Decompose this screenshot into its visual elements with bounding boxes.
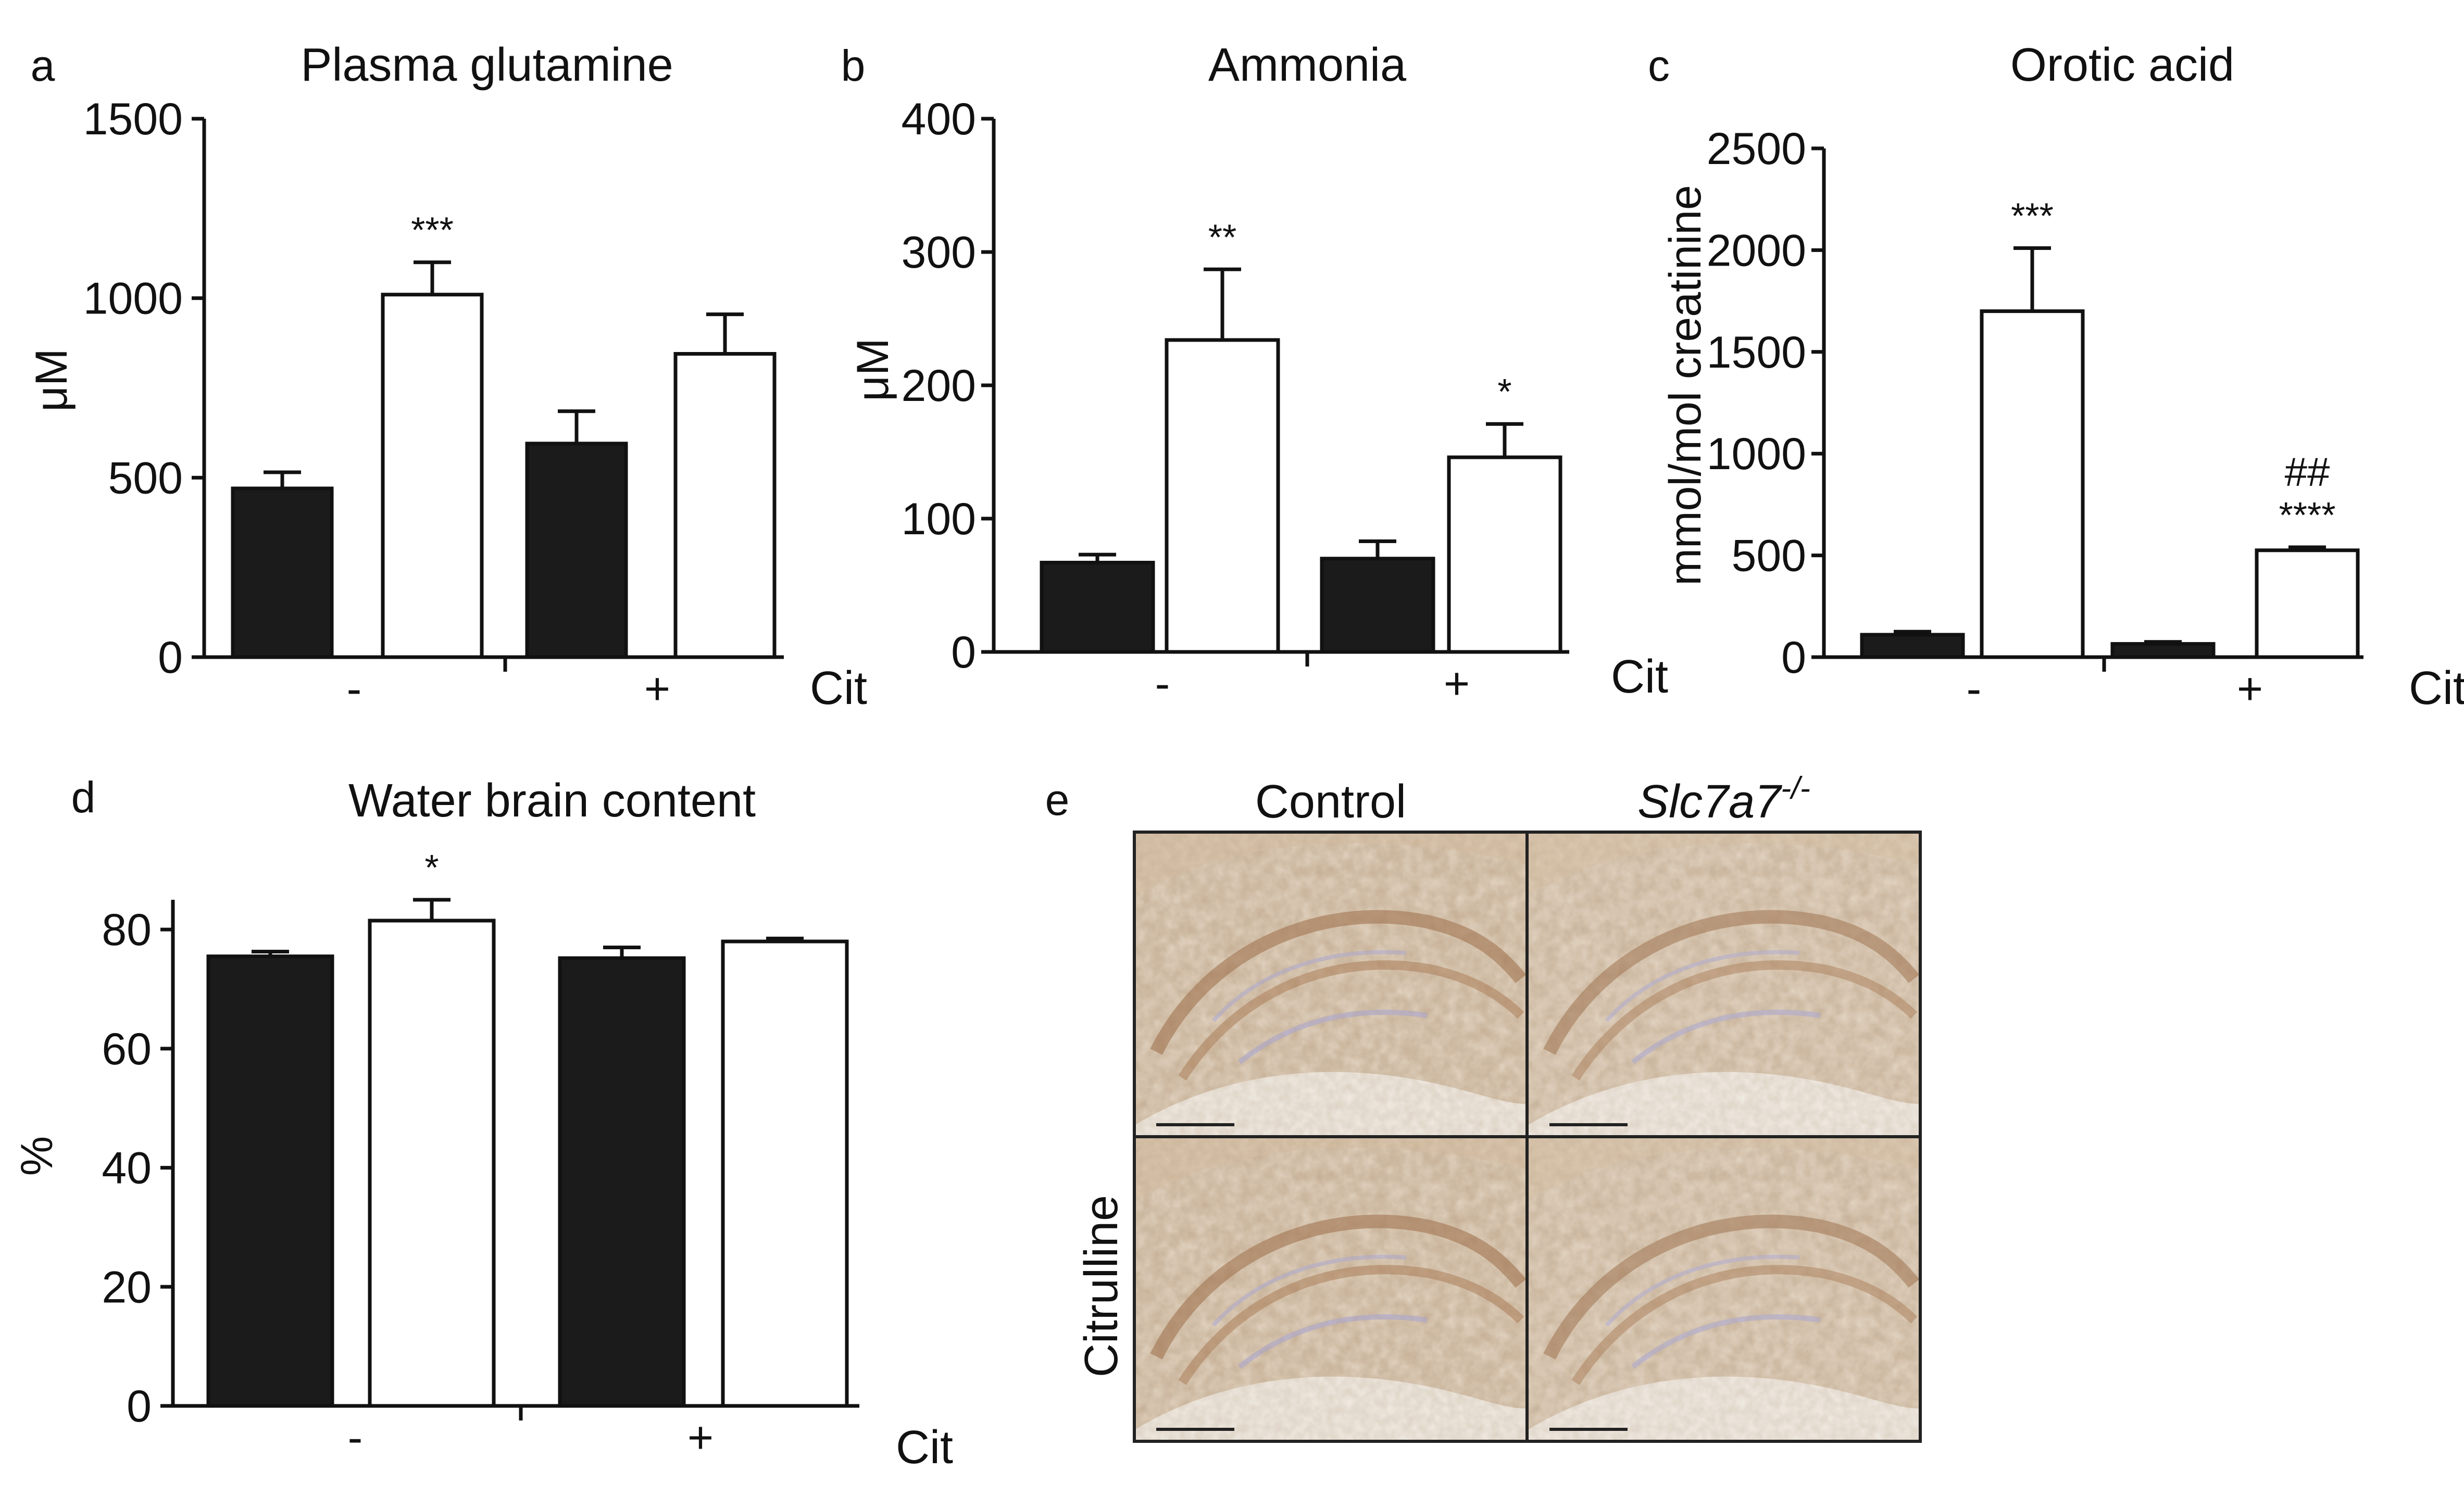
bar [1980,309,2085,659]
bar [1040,560,1155,654]
bar [231,486,334,659]
micrograph-image [1135,1138,1526,1440]
panel-letter: e [1045,775,1070,824]
y-tick-label: 1000 [83,274,183,324]
y-tick-label: 60 [102,1024,152,1074]
bar [2110,642,2216,659]
significance-label: * [424,847,439,888]
y-tick-label: 40 [102,1143,152,1193]
y-tick-label: 1500 [1707,328,1806,378]
y-tick-label: 0 [1781,633,1806,683]
y-axis-label: mmol/mol creatinine [1660,185,1710,585]
y-tick-label: 200 [902,361,977,411]
y-tick-label: 0 [127,1381,152,1431]
y-tick-label: 80 [102,905,152,955]
bar [2255,548,2360,659]
y-axis-label: % [12,1136,62,1176]
y-tick-label: 0 [951,627,976,677]
y-tick-label: 300 [902,228,977,278]
panel-letter: c [1648,41,1670,90]
x-group-label: - [1155,659,1170,709]
x-group-label: - [347,664,362,714]
x-axis-label: Cit [1611,651,1668,703]
x-group-label: - [1967,664,1982,714]
column-label-control: Control [1255,776,1406,828]
chart-title: Plasma glutamine [301,39,673,91]
y-axis-label: μM [27,348,77,411]
x-group-label: + [2237,664,2263,714]
x-group-label: + [687,1413,714,1463]
significance-label: **** [2279,495,2336,535]
y-axis-label: μM [848,338,898,401]
bar [673,352,777,659]
chart-title: Water brain content [348,775,756,827]
bar [721,939,849,1408]
x-group-label: + [644,664,670,714]
bar [206,954,334,1408]
y-tick-label: 400 [902,94,977,144]
x-group-label: - [348,1413,363,1463]
x-axis-label: Cit [2409,662,2464,714]
bar [525,442,628,659]
y-tick-label: 1500 [83,94,183,144]
y-tick-label: 2000 [1707,225,1806,275]
bar [381,293,484,659]
micrograph-image [1135,833,1526,1135]
significance-label: ** [1208,217,1236,257]
y-tick-label: 20 [102,1262,152,1312]
bar [368,919,496,1408]
y-tick-label: 500 [108,453,183,503]
micrograph-panel: e Control Slc7a7-/- Citrulline [1045,771,1920,1441]
micrograph-image [1529,1138,1919,1440]
micrograph-image [1529,833,1919,1135]
significance-label: *** [2011,195,2054,236]
chart-title: Orotic acid [2010,39,2234,91]
bar [1165,338,1280,654]
bar [1320,557,1435,654]
bar [558,956,686,1408]
x-group-label: + [1444,659,1470,709]
y-tick-label: 500 [1732,531,1807,581]
panel-letter: b [841,41,866,90]
x-axis-label: Cit [810,662,867,714]
x-axis-label: Cit [896,1422,953,1474]
column-label-mutant: Slc7a7-/- [1637,771,1810,828]
y-tick-label: 0 [158,633,183,683]
bar [1447,455,1562,654]
bar [1860,633,1965,659]
significance-label-secondary: ## [2285,449,2330,495]
panel-letter: d [71,773,96,822]
chart-panel-a: a Plasma glutamine 0 500 1000 1500 μM - + Cit *** [27,39,867,714]
chart-panel-c: c Orotic acid 0 500 1000 1500 2000 2500 mmol/mol… [1648,39,2464,714]
significance-label: * [1497,371,1511,412]
chart-title: Ammonia [1208,39,1407,91]
significance-label: *** [411,210,454,250]
panel-letter: a [31,41,55,90]
y-tick-label: 1000 [1707,429,1806,479]
y-tick-label: 2500 [1707,124,1806,174]
chart-panel-d: d Water brain content 0 20 40 60 80% - + Cit * [12,773,953,1474]
y-tick-label: 100 [902,494,977,544]
row-label: Citrulline [1075,1195,1128,1377]
